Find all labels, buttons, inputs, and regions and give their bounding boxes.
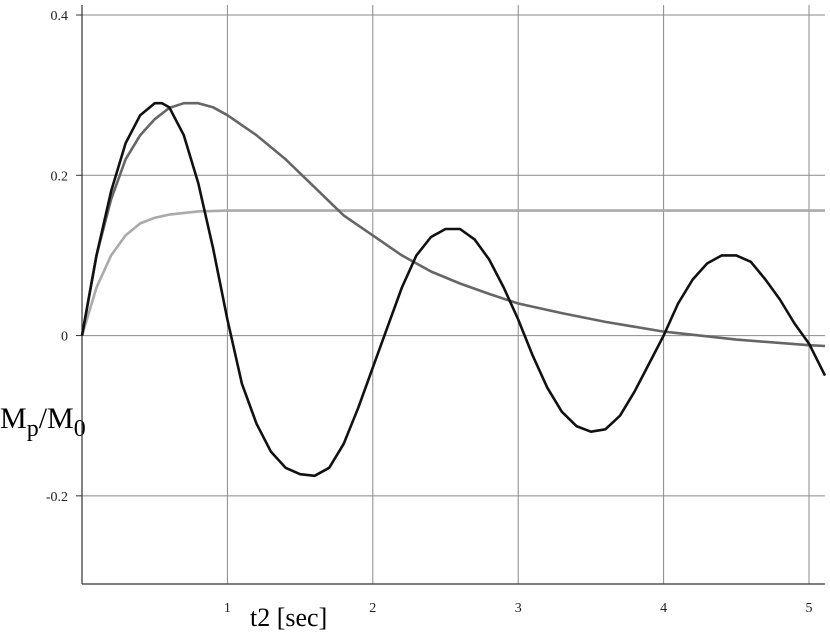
x-axis-label: t2 [sec] — [250, 603, 327, 632]
y-label-part: M — [0, 402, 27, 435]
y-axis-label: Mp/M0 — [0, 402, 86, 442]
x-tick-label: 4 — [660, 601, 667, 616]
series-line — [80, 209, 825, 336]
y-tick-label: 0 — [61, 330, 68, 345]
x-tick-label: 1 — [224, 601, 231, 616]
y-label-part: 0 — [74, 416, 86, 442]
x-tick-label: 3 — [515, 601, 522, 616]
y-tick-label: 0.4 — [51, 9, 69, 24]
series-line — [80, 101, 826, 348]
y-label-part: p — [27, 416, 39, 442]
x-tick-label: 5 — [806, 601, 813, 616]
series-line — [80, 101, 827, 478]
y-tick-label: -0.2 — [46, 490, 68, 505]
x-tick-label: 2 — [369, 601, 376, 616]
y-label-part: /M — [39, 402, 74, 435]
y-tick-label: 0.2 — [51, 169, 69, 184]
